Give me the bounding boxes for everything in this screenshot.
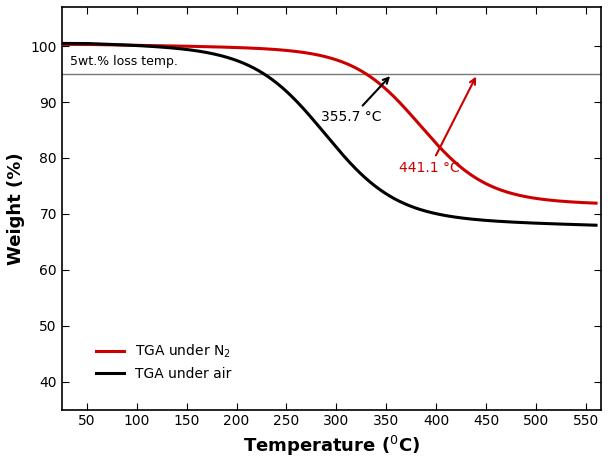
Legend: TGA under N$_2$, TGA under air: TGA under N$_2$, TGA under air <box>90 337 237 386</box>
Text: 441.1 °C: 441.1 °C <box>399 79 475 175</box>
X-axis label: Temperature ($^{0}$C): Temperature ($^{0}$C) <box>243 434 420 458</box>
Text: 5wt.% loss temp.: 5wt.% loss temp. <box>70 55 178 68</box>
Text: 355.7 °C: 355.7 °C <box>322 78 389 125</box>
Y-axis label: Weight (%): Weight (%) <box>7 152 25 265</box>
